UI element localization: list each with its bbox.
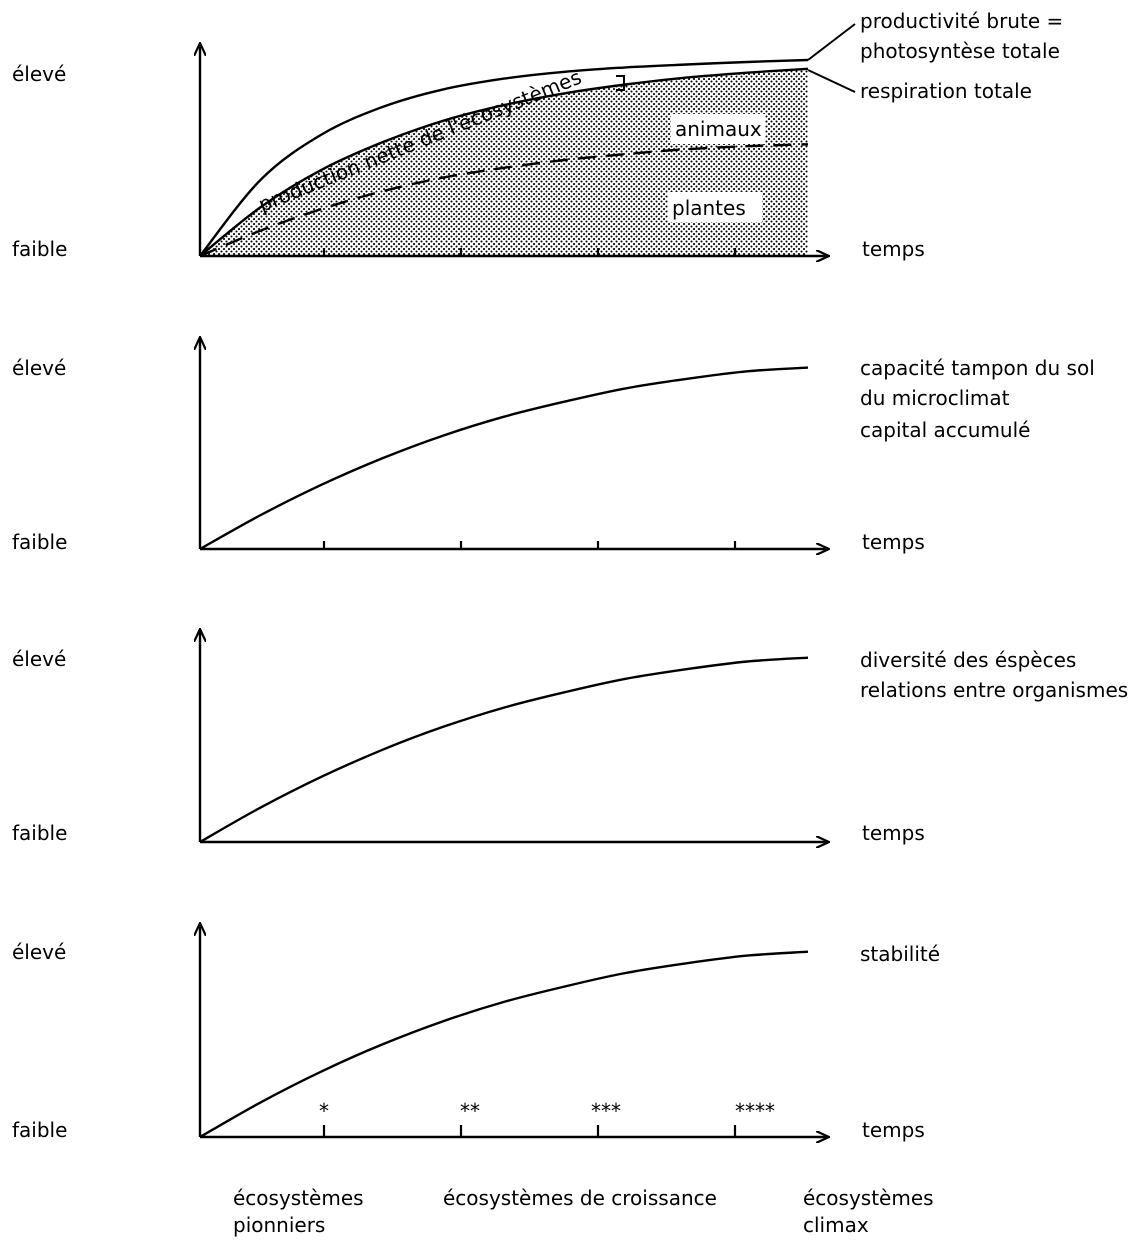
y-high-label: élevé (12, 940, 66, 964)
y-high-label: élevé (12, 647, 66, 671)
buffer-capacity-curve (199, 366, 809, 551)
stability-label: stabilité (860, 942, 940, 966)
stage-marker-2: ** (460, 1099, 480, 1123)
gross-label-leader (807, 23, 856, 61)
y-low-label: faible (12, 237, 67, 261)
gross-productivity-curve (199, 58, 809, 257)
animals-label-bg (671, 114, 765, 144)
stage-marker-3: *** (591, 1099, 621, 1123)
stability-curve (199, 950, 809, 1139)
capital-label: capital accumulé (860, 418, 1030, 442)
y-low-label: faible (12, 1118, 67, 1142)
relations-label: relations entre organismes (860, 678, 1128, 702)
panel-stability: * ** *** **** élevé faible temps stabili… (12, 924, 940, 1142)
panel-productivity: élevé faible temps productivité brute = … (12, 9, 1063, 261)
plants-label: plantes (672, 196, 746, 220)
panel-diversity: élevé faible temps diversité des éspèces… (12, 630, 1128, 845)
panel-buffer-capacity: élevé faible temps capacité tampon du so… (12, 338, 1095, 554)
y-high-label: élevé (12, 62, 66, 86)
photosynthesis-label: photosyntèse totale (860, 39, 1060, 63)
net-production-bracket (616, 75, 625, 91)
buffer-capacity-label: capacité tampon du sol (860, 356, 1095, 380)
stage-labels: écosystèmes pionniers écosystèmes de cro… (233, 1186, 934, 1237)
animals-label: animaux (675, 117, 762, 141)
plants-label-bg (668, 192, 762, 222)
respiration-shaded-area (200, 68, 808, 256)
y-low-label: faible (12, 821, 67, 845)
microclimate-label: du microclimat (860, 386, 1010, 410)
climax-stage-label-line1: écosystèmes (803, 1186, 934, 1210)
pioneer-stage-label-line2: pionniers (233, 1213, 325, 1237)
x-axis-label: temps (862, 530, 925, 554)
pioneer-stage-label-line1: écosystèmes (233, 1186, 364, 1210)
x-axis-label: temps (862, 821, 925, 845)
plants-boundary-curve (199, 143, 809, 258)
gross-productivity-label: productivité brute = (860, 9, 1063, 33)
respiration-label-leader (807, 69, 856, 93)
x-axis-label: temps (862, 1118, 925, 1142)
climax-stage-label-line2: climax (803, 1213, 869, 1237)
growth-stage-label: écosystèmes de croissance (443, 1186, 717, 1210)
stage-marker-4: **** (735, 1099, 775, 1123)
diversity-label: diversité des éspèces (860, 648, 1076, 672)
stage-marker-1: * (319, 1099, 329, 1123)
respiration-curve (199, 67, 809, 257)
y-high-label: élevé (12, 356, 66, 380)
x-axis-label: temps (862, 237, 925, 261)
respiration-label: respiration totale (860, 79, 1032, 103)
diversity-curve (199, 656, 809, 844)
y-low-label: faible (12, 530, 67, 554)
